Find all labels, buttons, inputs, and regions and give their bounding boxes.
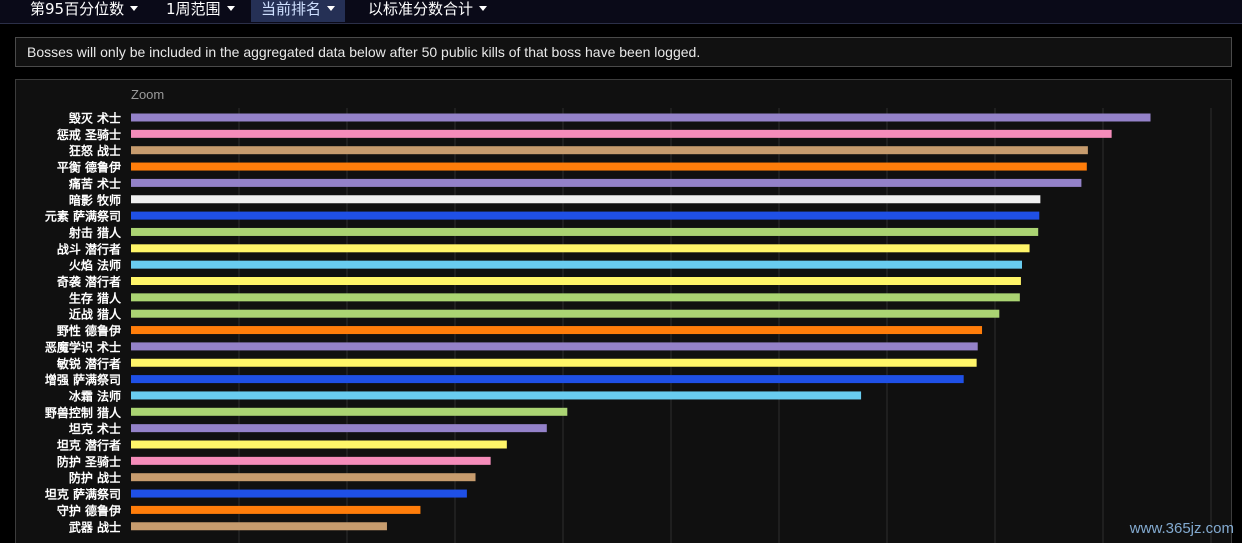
ranking-label: 当前排名 xyxy=(261,0,322,18)
bar xyxy=(131,129,1112,138)
bar xyxy=(131,146,1088,155)
category-label: 野性 德鲁伊 xyxy=(57,323,121,338)
bar xyxy=(131,227,1039,236)
time-range-dropdown[interactable]: 1周范围 xyxy=(156,0,245,22)
category-label: 坦克 萨满祭司 xyxy=(45,487,121,502)
bar xyxy=(131,244,1030,253)
category-label: 武器 战士 xyxy=(69,519,121,534)
category-label: 坦克 术士 xyxy=(69,421,121,436)
percentile-dropdown[interactable]: 第95百分位数 xyxy=(20,0,148,22)
aggregate-label: 以标准分数合计 xyxy=(368,0,474,18)
percentile-label: 第95百分位数 xyxy=(30,0,125,18)
bar xyxy=(131,293,1020,302)
zoom-label: Zoom xyxy=(131,87,164,102)
bar xyxy=(131,211,1040,220)
category-label: 守护 德鲁伊 xyxy=(57,503,121,518)
chevron-down-icon xyxy=(327,6,336,11)
bar xyxy=(131,113,1151,122)
chart-panel: Zoom 毁灭 术士 惩戒 圣骑士 狂怒 战士平衡 德鲁伊 痛苦 术士 暗影 牧师元素 萨… xyxy=(15,79,1232,543)
bar xyxy=(131,162,1087,171)
category-label: 野兽控制 猎人 xyxy=(45,405,122,420)
notice-text: Bosses will only be included in the aggr… xyxy=(27,44,701,60)
time-range-label: 1周范围 xyxy=(166,0,221,18)
bar xyxy=(131,473,476,482)
bar xyxy=(131,440,507,449)
chevron-down-icon xyxy=(479,6,488,11)
category-label: 平衡 德鲁伊 xyxy=(57,160,121,175)
bar xyxy=(131,424,547,433)
bar xyxy=(131,505,421,514)
notice-banner: Bosses will only be included in the aggr… xyxy=(15,37,1232,67)
category-label: 狂怒 战士 xyxy=(69,143,121,158)
category-label: 痛苦 术士 xyxy=(68,176,121,191)
ranking-dropdown[interactable]: 当前排名 xyxy=(251,0,346,22)
bar xyxy=(131,407,568,416)
chevron-down-icon xyxy=(130,6,139,11)
bar xyxy=(131,342,978,351)
bar xyxy=(131,195,1041,204)
category-label: 暗影 牧师 xyxy=(69,192,121,207)
bar xyxy=(131,522,387,531)
toolbar: 第95百分位数 1周范围 当前排名 以标准分数合计 xyxy=(0,0,1242,24)
category-label: 生存 猎人 xyxy=(69,290,122,305)
category-label: 奇袭 潜行者 xyxy=(57,274,121,289)
watermark: www.365jz.com xyxy=(1129,520,1234,537)
chevron-down-icon xyxy=(226,6,235,11)
category-label: 敏锐 潜行者 xyxy=(56,356,121,371)
aggregate-dropdown[interactable]: 以标准分数合计 xyxy=(358,0,497,22)
bar xyxy=(131,277,1021,285)
category-label: 恶魔学识 术士 xyxy=(45,339,121,354)
bar xyxy=(131,456,491,465)
category-label: 坦克 潜行者 xyxy=(57,438,121,453)
category-label: 冰霜 法师 xyxy=(69,388,121,403)
category-label: 射击 猎人 xyxy=(68,225,122,240)
category-label: 毁灭 术士 xyxy=(69,111,121,126)
category-label: 增强 萨满祭司 xyxy=(45,372,121,387)
bar xyxy=(131,326,983,335)
category-label: 战斗 潜行者 xyxy=(57,241,121,256)
bar xyxy=(131,260,1022,269)
bar xyxy=(131,375,964,384)
bar xyxy=(131,489,467,498)
category-label: 防护 圣骑士 xyxy=(57,454,121,469)
bar xyxy=(131,309,1000,318)
category-label: 近战 猎人 xyxy=(69,307,122,322)
category-label: 防护 战士 xyxy=(69,470,121,485)
bar xyxy=(131,391,862,400)
bar xyxy=(131,178,1082,187)
category-label: 惩戒 圣骑士 xyxy=(57,127,121,142)
category-label: 元素 萨满祭司 xyxy=(45,209,121,224)
bar xyxy=(131,358,977,367)
category-label: 火焰 法师 xyxy=(69,258,121,273)
